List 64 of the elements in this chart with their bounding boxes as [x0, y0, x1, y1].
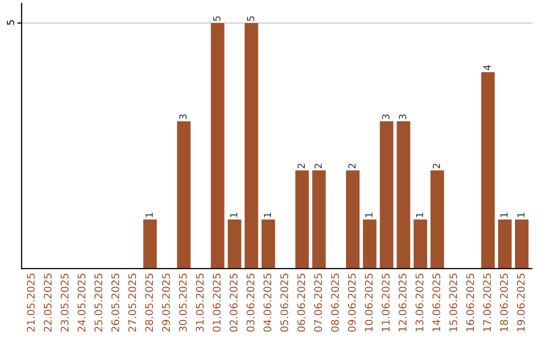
x-tick-label: 02.06.2025 — [230, 274, 238, 332]
x-tick-label: 22.05.2025 — [44, 274, 52, 332]
bar — [177, 121, 191, 269]
x-tick-label: 07.06.2025 — [314, 274, 322, 332]
bar — [414, 219, 428, 269]
bar — [380, 121, 394, 269]
x-tick-label: 04.06.2025 — [263, 274, 272, 332]
bar — [515, 219, 529, 269]
x-tick-label: 15.06.2025 — [449, 274, 458, 332]
data-label: 3 — [179, 114, 187, 120]
x-tick-label: 09.06.2025 — [348, 274, 356, 332]
data-label: 2 — [348, 164, 356, 168]
bar — [295, 170, 309, 269]
x-tick-label: 17.06.2025 — [483, 274, 491, 332]
x-tick-label: 01.06.2025 — [212, 274, 221, 332]
x-tick-label: 21.05.2025 — [26, 274, 35, 332]
x-tick-label: 11.06.2025 — [382, 274, 390, 332]
data-label: 2 — [298, 164, 305, 168]
x-tick-label: 18.06.2025 — [500, 274, 508, 332]
bar — [430, 170, 444, 269]
x-tick-label: 25.05.2025 — [94, 274, 102, 332]
data-label: 1 — [517, 212, 524, 218]
bar — [143, 219, 157, 269]
data-label: 2 — [432, 164, 440, 168]
bar — [346, 170, 360, 269]
data-label: 3 — [398, 114, 406, 120]
x-tick-label: 27.05.2025 — [128, 274, 136, 332]
x-tick-label: 30.05.2025 — [178, 274, 187, 332]
x-tick-label: 14.06.2025 — [432, 274, 440, 332]
x-tick-label: 12.06.2025 — [398, 274, 407, 332]
bar — [228, 219, 242, 269]
bar — [498, 219, 512, 269]
x-tick-label: 16.06.2025 — [466, 274, 474, 332]
bar — [262, 219, 276, 269]
bar — [362, 219, 376, 269]
x-tick-label: 03.06.2025 — [246, 274, 254, 332]
data-label: 1 — [230, 212, 238, 218]
data-label: 1 — [264, 212, 271, 218]
bar — [210, 23, 224, 269]
x-tick-label: 05.06.2025 — [280, 274, 288, 332]
x-tick-label: 24.05.2025 — [78, 274, 86, 332]
data-label: 1 — [416, 212, 424, 218]
data-label: 4 — [484, 65, 491, 70]
bar — [312, 170, 326, 269]
x-tick-label: 29.05.2025 — [162, 274, 170, 332]
x-tick-label: 31.05.2025 — [196, 274, 204, 332]
bar — [396, 121, 410, 269]
bar — [244, 23, 258, 269]
x-tick-label: 10.06.2025 — [364, 274, 373, 332]
data-label: 5 — [247, 16, 254, 21]
x-tick-label: 13.06.2025 — [416, 274, 424, 332]
data-label: 1 — [500, 212, 508, 218]
x-tick-label: 08.06.2025 — [331, 274, 339, 332]
bar — [481, 72, 495, 269]
data-label: 3 — [382, 114, 390, 120]
x-tick-label: 23.05.2025 — [60, 274, 69, 332]
data-label: 5 — [213, 16, 220, 21]
data-label: 1 — [365, 212, 372, 218]
x-tick-label: 28.05.2025 — [145, 274, 154, 332]
x-tick-label: 19.06.2025 — [516, 274, 525, 332]
x-tick-label: 26.05.2025 — [111, 274, 120, 332]
data-label: 1 — [146, 212, 153, 218]
x-tick-label: 06.06.2025 — [297, 274, 306, 332]
data-label: 2 — [314, 164, 322, 168]
